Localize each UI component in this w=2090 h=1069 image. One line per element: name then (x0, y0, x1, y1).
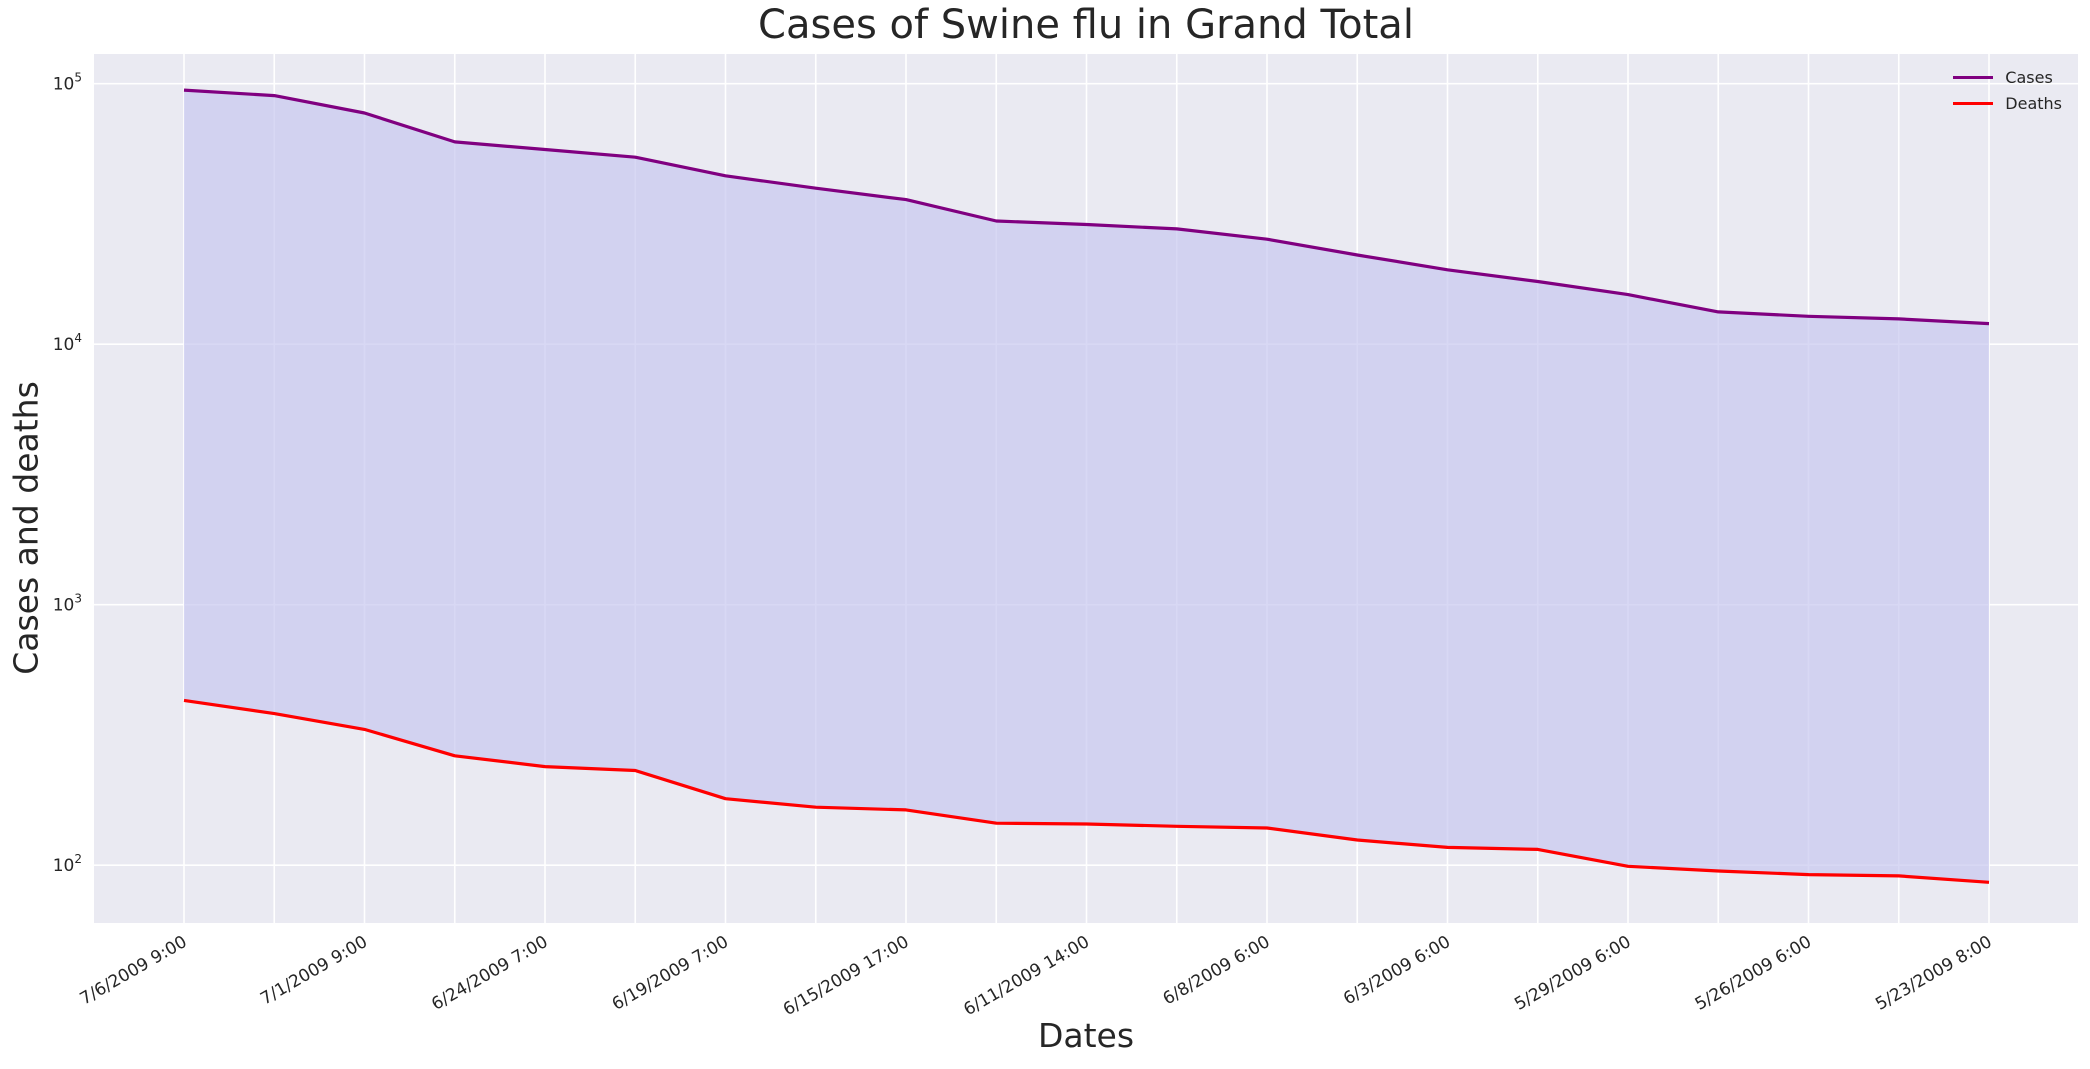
x-tick-label: 5/29/2009 6:00 (1511, 932, 1634, 1015)
x-tick-label: 5/26/2009 6:00 (1692, 932, 1815, 1015)
series-line-cases (183, 88, 1990, 326)
y-tick-label: 104 (53, 331, 82, 355)
x-tick-label: 6/19/2009 7:00 (609, 932, 732, 1015)
cases-deaths-fill (184, 90, 1989, 883)
x-tick-label: 6/3/2009 6:00 (1340, 932, 1454, 1009)
x-tick-label: 7/6/2009 9:00 (77, 932, 191, 1009)
legend-swatch-cases (1953, 75, 1994, 79)
series-line-deaths (183, 698, 1990, 884)
x-axis-title: Dates (1037, 1016, 1135, 1055)
chart-title: Cases of Swine flu in Grand Total (758, 2, 1414, 48)
legend-item-deaths: Deaths (1953, 90, 2062, 116)
y-tick-label: 105 (53, 71, 82, 95)
legend-label-cases: Cases (2005, 67, 2053, 87)
legend-label-deaths: Deaths (2005, 93, 2062, 113)
legend-item-cases: Cases (1953, 64, 2062, 90)
y-tick-label: 103 (53, 592, 82, 616)
x-tick-label: 6/15/2009 17:00 (780, 932, 913, 1020)
x-axis-ticks: 7/6/2009 9:00 7/1/2009 9:00 6/24/2009 7:00… (77, 932, 1996, 1020)
x-tick-label: 7/1/2009 9:00 (257, 932, 371, 1009)
x-tick-label: 6/11/2009 14:00 (960, 932, 1093, 1020)
series-lines (183, 88, 1990, 884)
y-axis-title: Cases and deaths (6, 381, 46, 675)
legend-swatch-deaths (1953, 101, 1994, 105)
legend: Cases Deaths (1953, 64, 2062, 116)
y-tick-label: 102 (53, 852, 82, 876)
x-tick-label: 6/24/2009 7:00 (428, 932, 551, 1015)
y-axis-ticks: 102 103 104 105 (53, 71, 82, 877)
x-tick-label: 6/8/2009 6:00 (1160, 932, 1274, 1009)
x-tick-label: 5/23/2009 8:00 (1872, 932, 1995, 1015)
